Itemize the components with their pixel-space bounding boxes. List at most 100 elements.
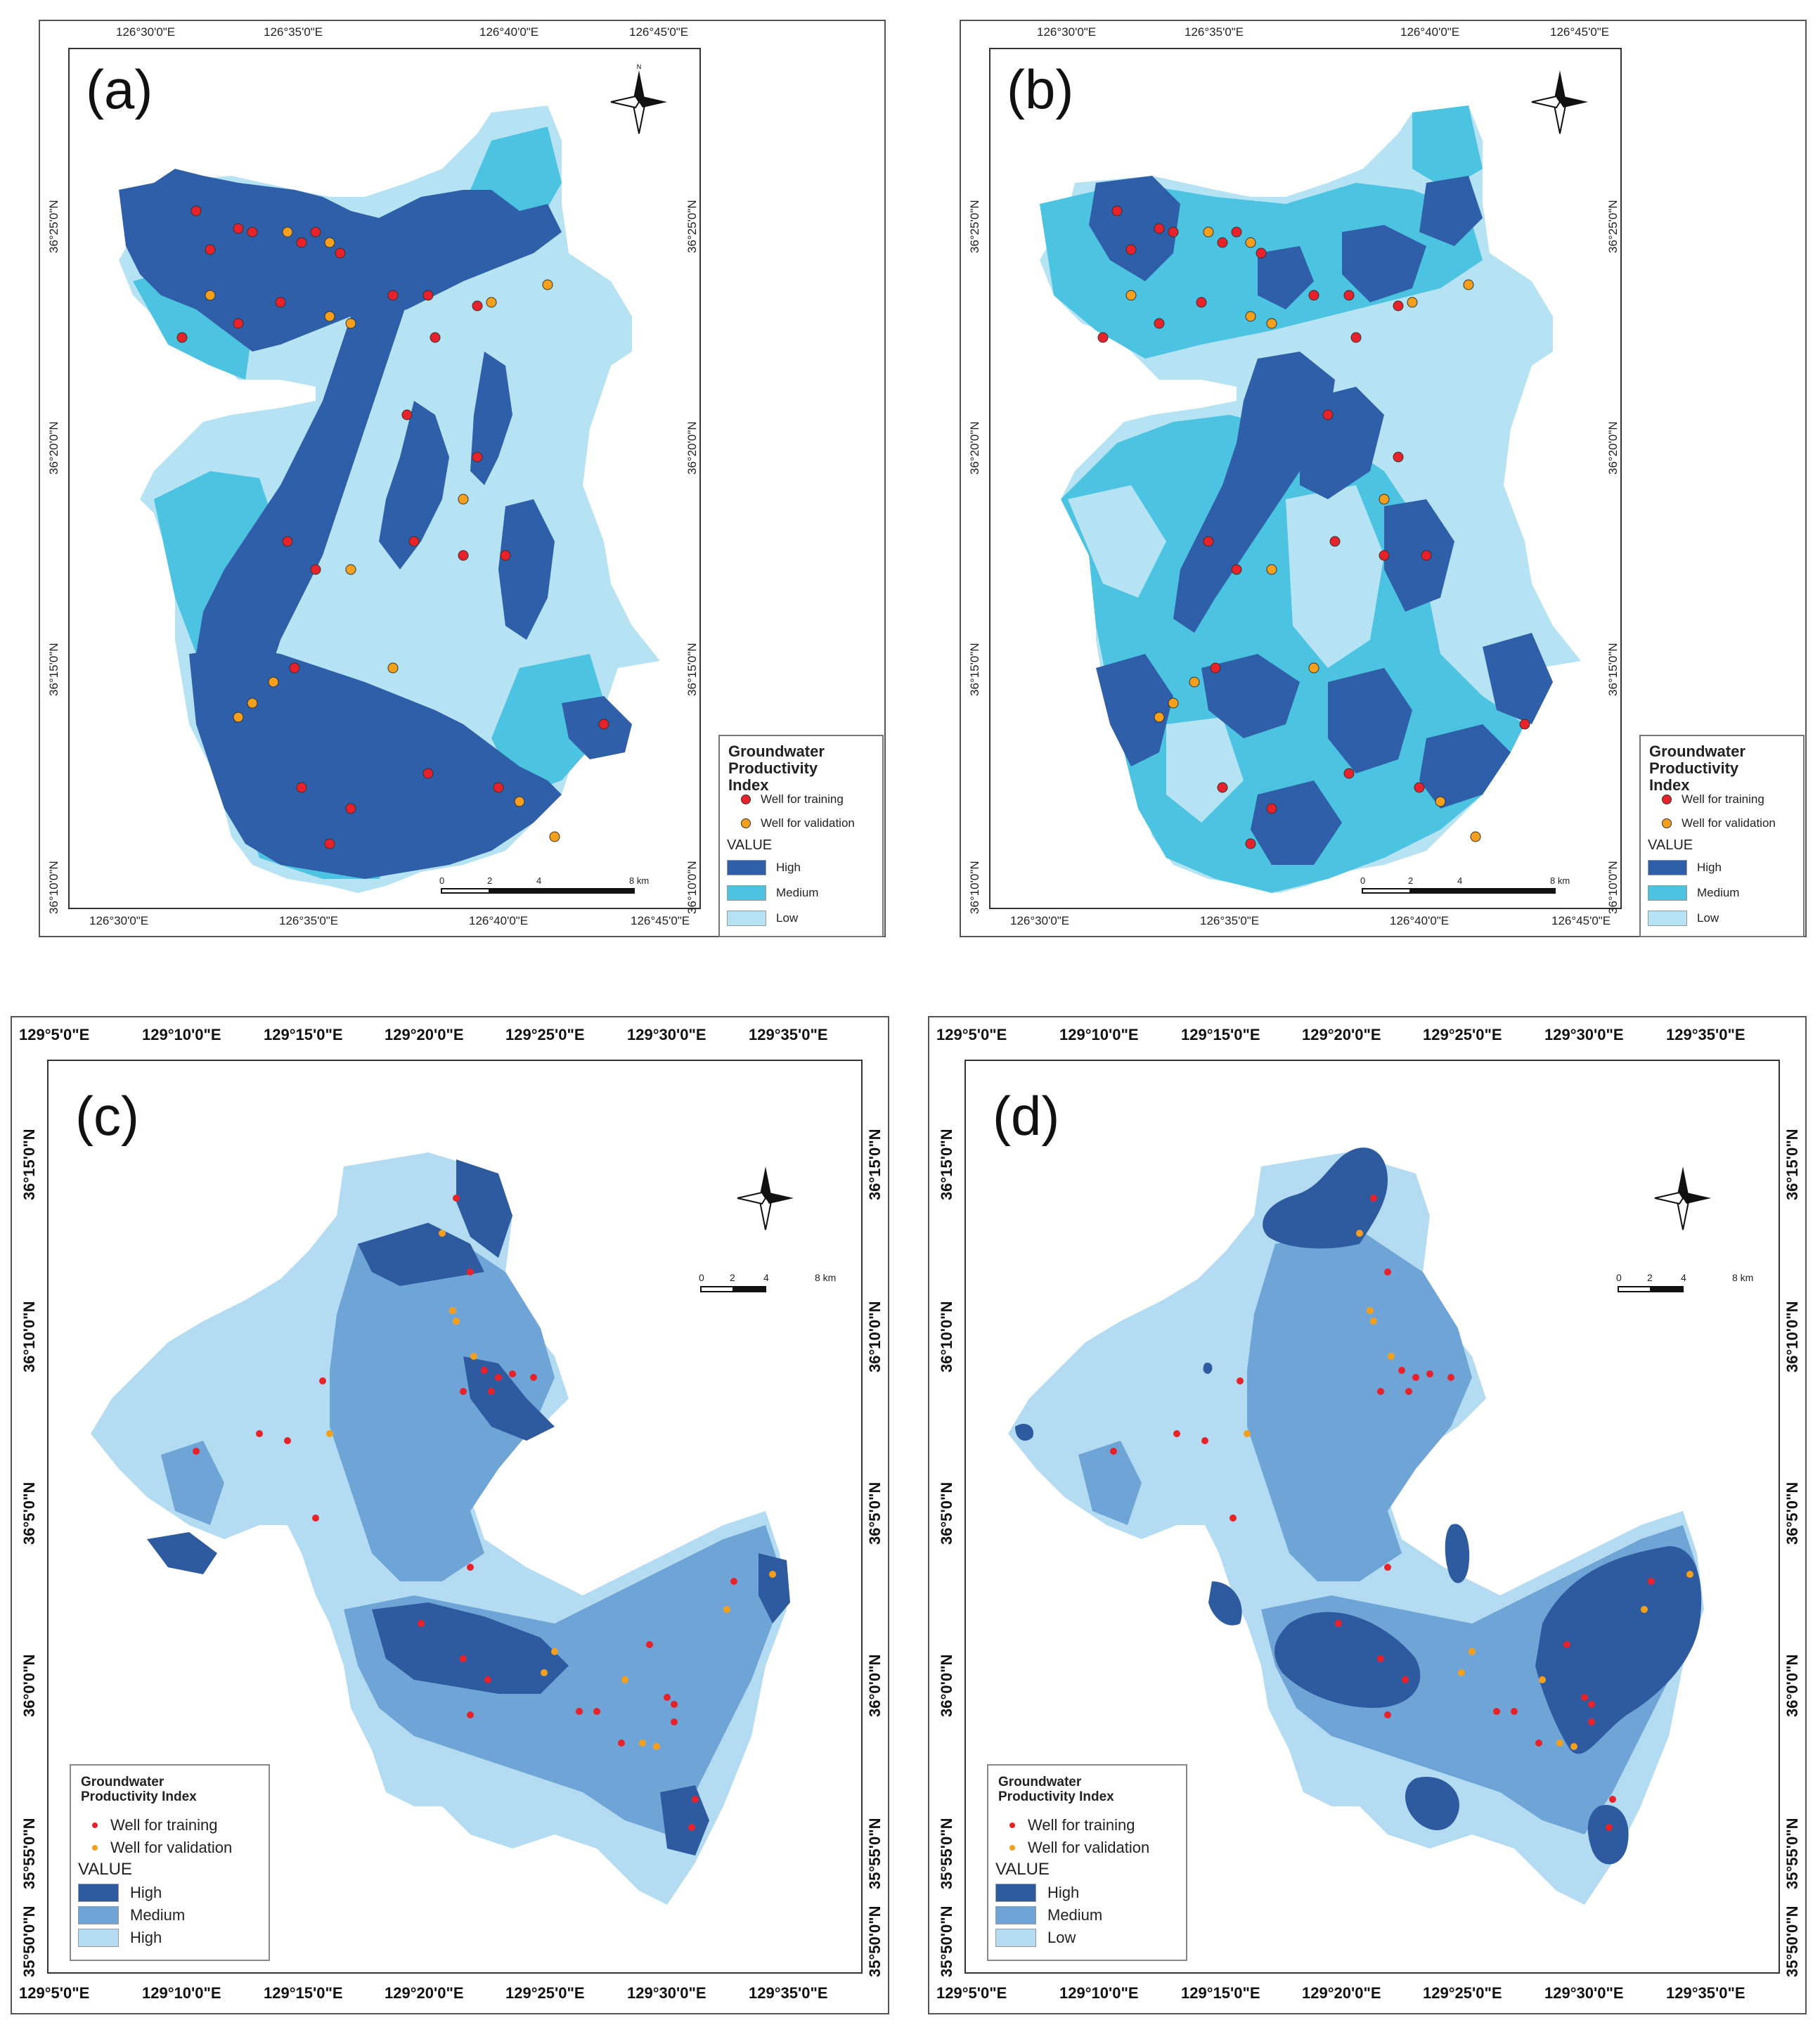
bottom-tick: 129°20'0"E [385, 1984, 464, 2002]
region-low [1068, 485, 1166, 598]
region-high [358, 1223, 484, 1286]
right-tick: 36°25'0"N [1606, 200, 1620, 253]
validation-well-icon [1662, 818, 1672, 828]
left-tick: 36°15'0"N [938, 1129, 955, 1200]
region-high [1089, 176, 1180, 281]
bottom-tick: 126°35'0"E [1200, 914, 1260, 927]
top-tick: 126°45'0"E [1550, 25, 1610, 39]
top-tick: 129°20'0"E [1302, 1026, 1381, 1043]
legend-validation: Well for validation [1028, 1839, 1150, 1856]
panel-a: N (a) 126°30'0"E 126°35'0"E 126°40'0"E 1… [39, 20, 886, 937]
left-tick: 36°25'0"N [968, 200, 981, 253]
legend-class-medium: Medium [1047, 1906, 1103, 1924]
legend-class-low: Low [776, 911, 799, 925]
validation-well-icon [92, 1845, 98, 1851]
map-frame-d: 0 2 4 8 km Groundwater Productivity Inde… [964, 1060, 1780, 1974]
right-tick: 36°25'0"N [685, 200, 699, 253]
region-high [1251, 780, 1342, 865]
right-tick: 35°55'0"N [1783, 1818, 1801, 1889]
right-tick: 36°10'0"N [685, 861, 699, 914]
region-high [1203, 1362, 1213, 1374]
legend-b: Groundwater Productivity Index Well for … [1639, 735, 1805, 937]
bottom-tick: 129°5'0"E [936, 1984, 1007, 2002]
left-tick: 36°0'0"N [20, 1654, 38, 1717]
right-tick: 36°15'0"N [1783, 1129, 1801, 1200]
top-tick: 126°35'0"E [264, 25, 323, 39]
left-tick: 36°10'0"N [938, 1301, 955, 1372]
left-tick: 35°50'0"N [938, 1905, 955, 1977]
wells-a [176, 205, 609, 849]
north-arrow-icon [1648, 1159, 1718, 1237]
region-medium [1412, 105, 1483, 190]
bottom-tick: 129°30'0"E [1544, 1984, 1624, 2002]
left-tick: 36°15'0"N [47, 643, 60, 696]
right-tick: 36°20'0"N [1606, 421, 1620, 475]
legend-value: VALUE [727, 837, 773, 853]
top-tick: 129°5'0"E [936, 1026, 1007, 1043]
top-tick: 129°25'0"E [505, 1026, 585, 1043]
bottom-tick: 126°35'0"E [279, 914, 339, 927]
right-tick: 36°10'0"N [866, 1301, 884, 1372]
region-high [1258, 246, 1314, 309]
top-tick: 126°40'0"E [479, 25, 539, 39]
left-tick: 36°10'0"N [47, 861, 60, 914]
wells-d [1110, 1195, 1693, 1831]
legend-class-medium: Medium [776, 886, 819, 899]
top-tick: 126°35'0"E [1185, 25, 1244, 39]
left-tick: 36°10'0"N [20, 1301, 38, 1372]
left-tick: 35°55'0"N [938, 1818, 955, 1889]
map-a [119, 105, 660, 893]
region-high [1419, 724, 1511, 809]
top-tick: 126°40'0"E [1400, 25, 1460, 39]
top-tick: 129°5'0"E [19, 1026, 90, 1043]
left-tick: 36°15'0"N [968, 643, 981, 696]
legend-class-high: High [1697, 861, 1722, 874]
legend-title: Groundwater Productivity Index [998, 1775, 1114, 1804]
region-high [470, 352, 512, 485]
region-high [1015, 1423, 1033, 1441]
right-tick: 36°0'0"N [866, 1654, 884, 1717]
legend-title: Groundwater Productivity Index [728, 742, 825, 795]
panel-label-d: (d) [993, 1085, 1060, 1147]
wells-b [1097, 205, 1530, 849]
region-high [1328, 668, 1412, 773]
top-tick: 126°30'0"E [116, 25, 176, 39]
region-high [1405, 1777, 1459, 1830]
top-tick: 129°10'0"E [142, 1026, 221, 1043]
bottom-tick: 126°40'0"E [1390, 914, 1450, 927]
training-well-icon [1009, 1822, 1015, 1828]
top-tick: 129°35'0"E [749, 1026, 828, 1043]
left-tick: 36°20'0"N [47, 421, 60, 475]
legend-class-low: High [130, 1929, 162, 1946]
legend-validation: Well for validation [1682, 816, 1776, 830]
top-tick: 129°10'0"E [1059, 1026, 1139, 1043]
legend-class-low: Low [1697, 911, 1719, 925]
panel-c: 0 2 4 8 km Groundwater Productivity Inde… [11, 1016, 889, 2014]
north-arrow-icon [730, 1159, 801, 1237]
left-tick: 36°20'0"N [968, 421, 981, 475]
region-high [1483, 633, 1553, 724]
bottom-tick: 129°5'0"E [19, 1984, 90, 2002]
region-high [1419, 176, 1483, 246]
validation-well-icon [741, 818, 751, 828]
region-medium [1247, 1230, 1472, 1581]
right-tick: 36°10'0"N [1783, 1301, 1801, 1372]
legend-class-high: High [1047, 1884, 1080, 1901]
training-well-icon [741, 795, 751, 804]
region-medium [344, 1525, 780, 1834]
legend-c: Groundwater Productivity Index Well for … [70, 1764, 270, 1961]
training-well-icon [92, 1822, 98, 1828]
right-tick: 36°0'0"N [1783, 1654, 1801, 1717]
panel-label-b: (b) [1007, 58, 1074, 120]
bottom-tick: 129°35'0"E [1666, 1984, 1745, 2002]
left-tick: 35°50'0"N [20, 1905, 38, 1977]
wells-c [193, 1195, 776, 1831]
bottom-tick: 129°15'0"E [1181, 1984, 1260, 2002]
panel-label-a: (a) [86, 58, 153, 120]
north-arrow-icon [1525, 63, 1595, 141]
bottom-tick: 129°20'0"E [1302, 1984, 1381, 2002]
legend-title: Groundwater Productivity Index [81, 1775, 197, 1804]
right-tick: 36°10'0"N [1606, 861, 1620, 914]
region-low [1286, 485, 1384, 668]
legend-class-low: Low [1047, 1929, 1076, 1946]
